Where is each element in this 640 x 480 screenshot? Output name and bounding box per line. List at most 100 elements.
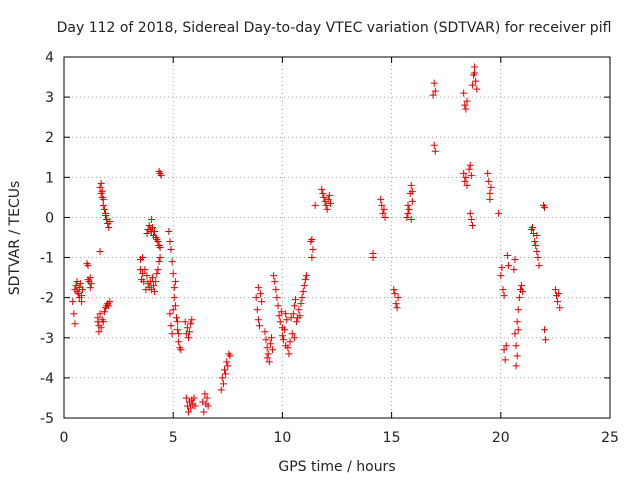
data-point <box>253 306 261 314</box>
data-point <box>487 183 495 191</box>
data-point <box>219 380 227 388</box>
data-point <box>187 320 195 328</box>
data-point <box>513 352 521 360</box>
data-point <box>69 298 77 306</box>
x-tick-label: 25 <box>601 430 619 446</box>
data-point <box>485 177 493 185</box>
data-point <box>271 278 279 286</box>
data-point <box>466 209 474 217</box>
y-tick-label: 3 <box>45 90 54 106</box>
data-point <box>392 300 400 308</box>
data-point <box>263 354 271 362</box>
data-point <box>380 205 388 213</box>
data-point <box>404 201 412 209</box>
data-point <box>462 105 470 113</box>
data-point <box>257 290 265 298</box>
data-point <box>95 328 103 336</box>
y-axis-label: SDTVAR / TECUs <box>7 181 23 296</box>
data-point <box>170 284 178 292</box>
data-point <box>175 338 183 346</box>
data-point <box>534 254 542 262</box>
data-point <box>301 276 309 284</box>
x-axis-label: GPS time / hours <box>278 459 395 475</box>
data-point <box>201 390 209 398</box>
data-point <box>84 262 92 270</box>
data-point <box>465 165 473 173</box>
data-point <box>468 81 476 89</box>
y-tick-label: -1 <box>40 251 54 267</box>
data-point <box>156 254 164 262</box>
data-point <box>519 288 527 296</box>
axis-ticks: 0 5 10 15 20 25 -5 -4 -3 -2 -1 0 1 2 3 4 <box>40 50 619 446</box>
data-point <box>498 264 506 272</box>
plot-frame <box>63 56 611 419</box>
data-point <box>190 394 198 402</box>
y-tick-label: 1 <box>45 170 54 186</box>
data-point <box>266 340 274 348</box>
data-point <box>167 246 175 254</box>
data-point <box>551 286 559 294</box>
data-point <box>175 330 183 338</box>
data-point <box>148 274 156 282</box>
data-point <box>503 252 511 260</box>
data-point <box>203 394 211 402</box>
data-point <box>153 270 161 278</box>
data-point <box>404 209 412 217</box>
data-point <box>394 294 402 302</box>
data-point <box>471 69 479 77</box>
data-point <box>393 304 401 312</box>
data-point <box>471 63 479 71</box>
data-point <box>223 358 231 366</box>
data-point <box>377 195 385 203</box>
data-point <box>168 330 176 338</box>
data-point <box>430 141 438 149</box>
data-point <box>139 270 147 278</box>
data-point <box>531 238 539 246</box>
data-point <box>512 362 520 370</box>
data-point <box>254 284 262 292</box>
data-point <box>100 308 108 316</box>
data-point <box>515 294 523 302</box>
data-point <box>408 187 416 195</box>
y-tick-label: 0 <box>45 210 54 226</box>
chart-title: Day 112 of 2018, Sidereal Day-to-day VTE… <box>57 20 612 36</box>
data-point <box>296 312 304 320</box>
data-point <box>501 356 509 364</box>
data-point <box>182 394 190 402</box>
data-point <box>290 334 298 342</box>
data-point <box>463 181 471 189</box>
data-point <box>165 227 173 235</box>
data-point <box>500 292 508 300</box>
data-point <box>510 266 518 274</box>
data-point <box>484 169 492 177</box>
data-point <box>272 286 280 294</box>
data-point <box>502 342 510 350</box>
data-point <box>100 205 108 213</box>
data-point <box>511 330 519 338</box>
data-point <box>275 312 283 320</box>
data-point <box>466 161 474 169</box>
data-point <box>462 173 470 181</box>
data-point <box>152 278 160 286</box>
y-tick-label: -3 <box>40 331 54 347</box>
data-point <box>263 344 271 352</box>
data-point <box>323 205 331 213</box>
data-point <box>221 366 229 374</box>
data-point <box>224 362 232 370</box>
y-tick-label: -4 <box>40 371 54 387</box>
data-point <box>151 288 159 296</box>
data-point <box>514 306 522 314</box>
data-point <box>154 266 162 274</box>
data-point <box>184 334 192 342</box>
data-point <box>143 272 151 280</box>
data-point <box>467 171 475 179</box>
data-point <box>486 189 494 197</box>
data-point <box>151 227 159 235</box>
data-point <box>430 79 438 87</box>
data-point <box>143 229 151 237</box>
data-point <box>184 408 192 416</box>
data-point <box>408 197 416 205</box>
data-point <box>105 223 113 231</box>
data-point <box>391 290 399 298</box>
